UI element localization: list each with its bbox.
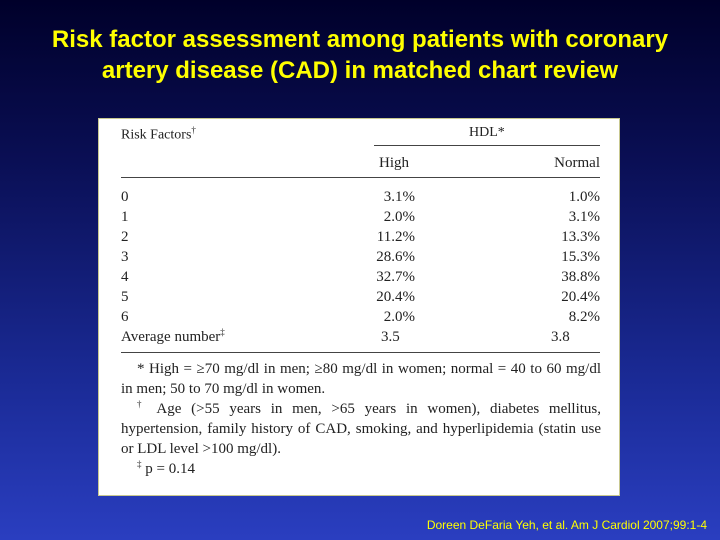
table-footnotes: * High = ≥70 mg/dl in men; ≥80 mg/dl in … <box>121 359 601 479</box>
average-row: Average number‡ 3.5 3.8 <box>99 327 619 347</box>
risk-factors-label: Risk Factors <box>121 127 192 143</box>
high-cell: 2.0% <box>383 209 415 225</box>
high-cell: 3.1% <box>383 189 415 205</box>
table-body: 0 3.1% 1.0% 1 2.0% 3.1% 2 11.2% 13.3% 3 … <box>99 187 619 347</box>
high-cell: 11.2% <box>376 229 415 245</box>
high-cell: 32.7% <box>376 269 415 285</box>
slide-title-line-2: artery disease (CAD) in matched chart re… <box>101 57 619 84</box>
table-row: 3 28.6% 15.3% <box>99 247 619 267</box>
footnote-ddagger-mark: ‡ <box>137 459 142 469</box>
normal-cell: 8.2% <box>568 309 600 325</box>
risk-factor-cell: 5 <box>121 289 129 305</box>
high-cell: 28.6% <box>376 249 415 265</box>
normal-cell: 3.1% <box>568 209 600 225</box>
table-header-row-1: Risk Factors† HDL* <box>99 123 619 143</box>
risk-factor-cell: 6 <box>121 309 129 325</box>
normal-cell: 38.8% <box>561 269 600 285</box>
table-row: 0 3.1% 1.0% <box>99 187 619 207</box>
average-label: Average number <box>121 329 221 345</box>
risk-factor-cell: 2 <box>121 229 129 245</box>
table-image-panel: Risk Factors† HDL* High Normal 0 3.1% 1.… <box>98 118 620 496</box>
footnote-star: * High = ≥70 mg/dl in men; ≥80 mg/dl in … <box>121 361 601 397</box>
normal-cell: 20.4% <box>561 289 600 305</box>
risk-factors-mark: † <box>191 125 196 135</box>
table-row: 2 11.2% 13.3% <box>99 227 619 247</box>
risk-factor-cell: 3 <box>121 249 129 265</box>
citation: Doreen DeFaria Yeh, et al. Am J Cardiol … <box>426 518 707 532</box>
slide-title: Risk factor assessment among patients wi… <box>0 24 720 86</box>
slide-title-line-1: Risk factor assessment among patients wi… <box>51 26 669 53</box>
column-header-normal: Normal <box>554 155 600 171</box>
risk-factor-cell: 4 <box>121 269 129 285</box>
table-row: 5 20.4% 20.4% <box>99 287 619 307</box>
average-mark: ‡ <box>220 327 225 337</box>
footnote-ddagger: ‡ p = 0.14 <box>121 459 601 479</box>
column-header-high: High <box>379 155 409 171</box>
table-row: 1 2.0% 3.1% <box>99 207 619 227</box>
table-top-rule <box>121 177 600 178</box>
high-cell: 2.0% <box>383 309 415 325</box>
table-bottom-rule <box>121 352 600 353</box>
normal-cell: 15.3% <box>561 249 600 265</box>
hdl-group-header: HDL* <box>469 125 505 140</box>
average-label-cell: Average number‡ <box>121 327 225 347</box>
high-cell: 20.4% <box>376 289 415 305</box>
footnote-dagger-mark: † <box>137 399 148 409</box>
average-normal-cell: 3.8 <box>551 329 570 345</box>
normal-cell: 1.0% <box>568 189 600 205</box>
hdl-header-rule <box>374 145 600 146</box>
table-row: 6 2.0% 8.2% <box>99 307 619 327</box>
risk-factor-cell: 1 <box>121 209 129 225</box>
footnote-dagger-text: Age (>55 years in men, >65 years in wome… <box>121 401 602 457</box>
footnote-ddagger-text: p = 0.14 <box>141 461 195 477</box>
table-header-row-2: High Normal <box>99 155 619 175</box>
average-high-cell: 3.5 <box>381 329 400 345</box>
risk-factor-cell: 0 <box>121 189 129 205</box>
normal-cell: 13.3% <box>561 229 600 245</box>
footnote-dagger: † Age (>55 years in men, >65 years in wo… <box>121 399 601 459</box>
risk-factors-header: Risk Factors† <box>121 125 196 144</box>
table-row: 4 32.7% 38.8% <box>99 267 619 287</box>
